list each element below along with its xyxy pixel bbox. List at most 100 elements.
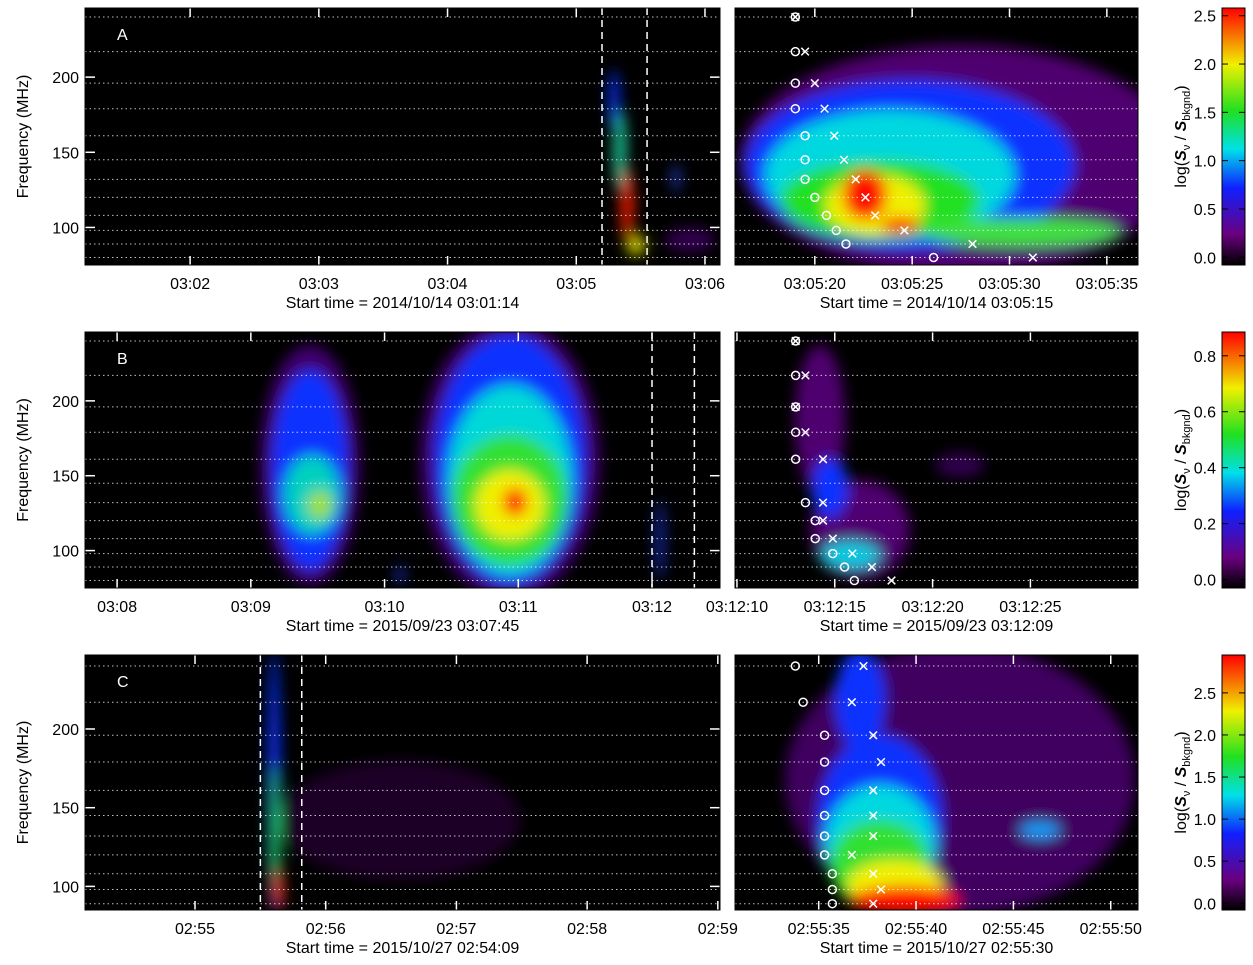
marker-circle: [790, 103, 801, 114]
marker-cross: [848, 549, 857, 558]
panel-label: C: [117, 674, 129, 691]
x-tick-label: 03:05:30: [978, 276, 1040, 293]
colorbar-label-part: ν: [1181, 144, 1193, 150]
marker-circle: [790, 454, 801, 465]
marker-circle: [827, 869, 838, 879]
x-tick-label: 02:59: [698, 921, 738, 938]
marker-cross: [900, 226, 909, 235]
marker-cross: [829, 131, 839, 141]
x-axis-label: Start time = 2015/09/23 03:12:09: [820, 618, 1054, 635]
colorbar: [1221, 7, 1246, 266]
y-tick-label: 200: [52, 722, 79, 739]
x-tick-label: 03:05:25: [881, 276, 943, 293]
colorbar-tick-label: 1.5: [1194, 770, 1216, 787]
marker-cross: [868, 730, 878, 740]
marker-cross: [876, 885, 886, 894]
colorbar-label-part: ): [1173, 731, 1190, 736]
marker-cross: [868, 811, 878, 820]
colorbar-tick-label: 0.5: [1194, 854, 1216, 871]
colorbar-label-part: S: [1173, 120, 1190, 131]
marker-circle: [800, 155, 810, 165]
y-tick-label: 100: [52, 544, 79, 561]
panel-frame: [734, 654, 1139, 911]
colorbar-label-part: log(: [1173, 160, 1190, 187]
x-tick-label: 03:12:20: [901, 599, 963, 616]
colorbar-label: log(Sν / Sbkgnd): [1173, 731, 1193, 833]
marker-circle: [839, 562, 850, 572]
marker-cross: [870, 211, 880, 220]
marker-cross: [791, 336, 800, 346]
panel-label: A: [117, 27, 128, 44]
marker-circle: [790, 78, 801, 88]
marker-cross: [810, 78, 820, 88]
x-tick-label: 02:55:50: [1080, 921, 1142, 938]
marker-cross: [868, 899, 878, 909]
x-axis-label: Start time = 2015/10/27 02:55:30: [820, 940, 1054, 957]
colorbar-label-part: /: [1173, 131, 1190, 144]
x-tick-label: 02:55:40: [885, 921, 947, 938]
colorbar-label-part: ν: [1181, 468, 1193, 474]
x-tick-label: 03:12: [632, 599, 672, 616]
colorbar-label-part: /: [1173, 777, 1190, 790]
y-axis-label: Frequency (MHz): [15, 721, 32, 845]
colorbar-label-part: ν: [1181, 790, 1193, 796]
marker-cross: [818, 498, 828, 507]
marker-cross: [876, 757, 886, 767]
x-tick-label: 03:09: [231, 599, 271, 616]
colorbar-tick-label: 2.0: [1194, 57, 1216, 74]
panel-label: B: [117, 351, 128, 368]
colorbar-tick-label: 0.6: [1194, 405, 1216, 422]
colorbar-tick-label: 0.2: [1194, 517, 1216, 534]
marker-cross: [801, 371, 810, 380]
x-axis-label: Start time = 2014/10/14 03:01:14: [286, 295, 520, 312]
x-tick-label: 03:05: [556, 276, 596, 293]
marker-circle: [800, 497, 811, 508]
spectrum-b-right: [795, 345, 985, 580]
colorbar-tick-label: 1.0: [1194, 154, 1216, 171]
panel-frame: [84, 654, 721, 911]
marker-circle: [790, 370, 801, 381]
marker-cross: [968, 239, 977, 249]
marker-cross: [887, 576, 896, 585]
marker-circle: [841, 239, 851, 249]
panel-frame: [84, 331, 721, 589]
marker-cross: [859, 661, 868, 671]
y-tick-label: 200: [52, 394, 79, 411]
colorbar-tick-label: 0.0: [1194, 573, 1216, 590]
marker-circle: [790, 427, 801, 438]
marker-circle: [790, 336, 801, 346]
colorbar-tick-label: 2.5: [1194, 9, 1216, 26]
x-tick-label: 03:05:35: [1076, 276, 1138, 293]
marker-cross: [868, 786, 878, 795]
panel-frame: [84, 7, 721, 266]
x-tick-label: 02:58: [567, 921, 607, 938]
y-tick-label: 100: [52, 879, 79, 896]
marker-circle: [810, 192, 820, 203]
x-tick-label: 03:12:10: [706, 599, 768, 616]
marker-circle: [790, 402, 801, 412]
colorbar-tick-label: 0.0: [1194, 250, 1216, 267]
colorbar-label-part: S: [1173, 444, 1190, 455]
marker-cross: [818, 516, 828, 525]
marker-circle: [790, 46, 801, 57]
colorbar-label-part: S: [1173, 766, 1190, 777]
colorbar-label-part: S: [1173, 796, 1190, 807]
colorbar-label-part: bkgnd: [1181, 414, 1193, 444]
colorbar-tick-label: 0.5: [1194, 202, 1216, 219]
marker-circle: [819, 785, 830, 796]
marker-circle: [831, 225, 841, 236]
x-axis-label: Start time = 2015/10/27 02:54:09: [286, 940, 520, 957]
marker-circle: [800, 174, 810, 185]
marker-circle: [819, 850, 830, 860]
colorbar-label-part: ): [1173, 409, 1190, 414]
spectrum-c-right: [785, 655, 1135, 910]
x-tick-label: 03:12:15: [804, 599, 866, 616]
spectrum-a-right: [740, 45, 1138, 265]
y-axis-label: Frequency (MHz): [15, 398, 32, 522]
panel-frame: [734, 331, 1139, 589]
marker-circle: [819, 831, 830, 841]
colorbar-label-part: S: [1173, 473, 1190, 484]
colorbar-tick-label: 1.0: [1194, 812, 1216, 829]
x-tick-label: 03:03: [299, 276, 339, 293]
